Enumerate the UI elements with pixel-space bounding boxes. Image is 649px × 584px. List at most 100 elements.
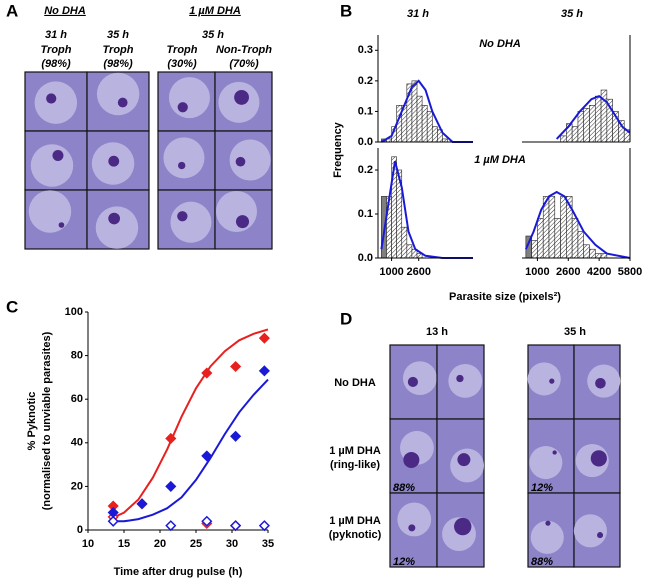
panel-letter: A (6, 1, 18, 20)
parasite (52, 150, 64, 161)
fit-curve (109, 378, 269, 523)
marker (107, 506, 119, 519)
cell (229, 139, 271, 181)
x-tick-label: 5800 (618, 266, 642, 278)
bar (406, 244, 413, 259)
row-sublabel: (ring-like) (330, 459, 380, 471)
parasite (597, 532, 604, 539)
x-tick-label: 2600 (556, 266, 580, 278)
bar (571, 126, 579, 143)
column-time: 31 h (45, 29, 67, 41)
marker (107, 515, 119, 527)
bar (583, 108, 590, 143)
y-tick-label: 0.2 (358, 164, 373, 176)
column-stage: Non-Troph (216, 44, 272, 56)
bar (577, 231, 585, 259)
y-axis-title: Frequency (332, 121, 344, 178)
y-tick-label: 40 (71, 437, 83, 449)
parasite (457, 453, 471, 467)
y-tick-label: 80 (71, 350, 83, 362)
group-title: No DHA (44, 5, 86, 17)
bar (589, 248, 596, 259)
bar (554, 218, 561, 259)
bar (571, 218, 579, 259)
row-title: No DHA (479, 38, 521, 50)
y-tick-label: 0.0 (358, 252, 373, 264)
x-tick-label: 20 (154, 538, 166, 550)
cell (30, 144, 74, 187)
row-label: No DHA (334, 377, 376, 389)
y-axis-title: (normalised to unviable parasites) (41, 331, 53, 510)
column-title: 13 h (426, 326, 448, 338)
fit-curve (109, 328, 269, 521)
column-percent: (30%) (167, 58, 197, 70)
column-title: 35 h (564, 326, 586, 338)
parasite (178, 161, 186, 170)
x-tick-label: 1000 (525, 266, 549, 278)
parasite (454, 517, 472, 536)
marker (165, 480, 177, 492)
fit-curve (555, 94, 631, 140)
x-tick-label: 10 (82, 538, 94, 550)
column-percent: (98%) (41, 58, 71, 70)
bar (548, 196, 556, 259)
bar (577, 111, 585, 143)
percent-label: 12% (393, 556, 415, 568)
y-tick-label: 0 (77, 524, 83, 536)
y-axis-title: % Pyknotic (26, 392, 38, 451)
marker (165, 432, 177, 445)
x-tick-label: 4200 (587, 266, 611, 278)
percent-label: 12% (531, 482, 553, 494)
column-time: 35 h (202, 29, 224, 41)
cell (448, 363, 483, 398)
bar (537, 218, 544, 259)
y-tick-label: 60 (71, 393, 83, 405)
percent-label: 88% (393, 482, 415, 494)
column-stage: Troph (103, 44, 134, 56)
parasite (408, 524, 416, 532)
parasite (108, 212, 120, 225)
cell (573, 514, 607, 548)
micrographs (24, 71, 621, 568)
row-label: 1 µM DHA (329, 445, 381, 457)
bar (600, 253, 608, 259)
parasite (456, 374, 464, 383)
bar (431, 126, 438, 143)
parasite (235, 156, 246, 167)
bar (594, 253, 602, 259)
cell (168, 77, 210, 119)
parasite (58, 222, 65, 228)
x-tick-label: 30 (226, 538, 238, 550)
parasite (235, 215, 250, 229)
bar (531, 240, 538, 259)
y-tick-label: 20 (71, 480, 83, 492)
cell (530, 520, 564, 554)
cell (529, 445, 563, 480)
cell (527, 362, 561, 396)
column-time: 35 h (107, 29, 129, 41)
parasite (590, 450, 607, 467)
y-tick-label: 0.3 (358, 44, 373, 56)
column-percent: (98%) (103, 58, 133, 70)
column-title: 35 h (561, 8, 583, 20)
group-title: 1 µM DHA (189, 5, 241, 17)
y-tick-label: 0.1 (358, 208, 373, 220)
fit-curve (380, 160, 473, 259)
cell (215, 190, 258, 233)
x-tick-label: 25 (190, 538, 202, 550)
x-tick-label: 15 (118, 538, 130, 550)
marker (230, 430, 242, 442)
parasite (177, 211, 188, 222)
marker (230, 360, 242, 373)
y-tick-label: 0.2 (358, 75, 373, 87)
bar (416, 95, 423, 143)
cell (28, 190, 72, 233)
panel-letter: C (6, 297, 18, 316)
marker (136, 498, 148, 510)
column-stage: Troph (167, 44, 198, 56)
row-sublabel: (pyknotic) (329, 529, 382, 541)
parasite (46, 93, 57, 104)
bar (583, 244, 590, 259)
marker (258, 332, 270, 344)
